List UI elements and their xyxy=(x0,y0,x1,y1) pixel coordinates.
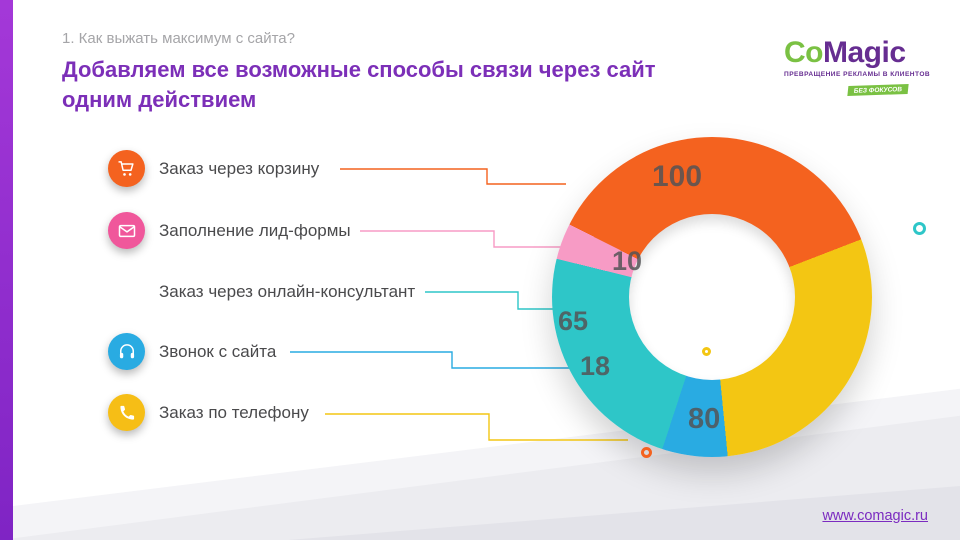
legend-item-phone-order: Заказ по телефону xyxy=(108,394,309,431)
logo-part-magic: Magic xyxy=(823,36,906,69)
comagic-logo: CoMagic ПРЕВРАЩЕНИЕ РЕКЛАМЫ В КЛИЕНТОВ Б… xyxy=(784,38,934,96)
footer-url-link[interactable]: www.comagic.ru xyxy=(822,508,928,524)
legend-label: Заказ по телефону xyxy=(159,402,309,422)
chart-value-leadform: 10 xyxy=(612,246,643,276)
cart-icon xyxy=(108,150,145,187)
headset-icon xyxy=(108,333,145,370)
chart-value-consultant: 65 xyxy=(558,306,589,336)
chart-value-site-call: 18 xyxy=(580,351,611,381)
left-accent-bar xyxy=(0,0,13,540)
decor-dot-orange xyxy=(641,447,652,458)
chart-value-phone: 80 xyxy=(688,403,721,435)
envelope-icon xyxy=(108,212,145,249)
legend-label: Заказ через онлайн-консультант xyxy=(159,282,416,301)
logo-part-co: Co xyxy=(784,36,824,69)
page-title: Добавляем все возможные способы связи че… xyxy=(62,57,656,113)
legend-label: Заполнение лид-формы xyxy=(159,220,351,240)
leader-line-cart xyxy=(340,168,566,185)
chart-value-cart: 100 xyxy=(652,160,703,193)
decor-dot-yellow xyxy=(702,347,711,356)
logo-badge: БЕЗ ФОКУСОВ xyxy=(847,83,909,96)
leader-line-site-call xyxy=(290,351,578,369)
legend-item-cart: Заказ через корзину xyxy=(108,150,319,187)
phone-icon xyxy=(108,394,145,431)
legend-item-online-consultant: Заказ через онлайн-консультант xyxy=(108,282,415,302)
decor-dot-teal xyxy=(913,222,926,235)
donut-chart-hole xyxy=(629,214,795,380)
legend-item-leadform: Заполнение лид-формы xyxy=(108,212,351,249)
legend-label: Звонок с сайта xyxy=(159,341,277,361)
logo-tagline: ПРЕВРАЩЕНИЕ РЕКЛАМЫ В КЛИЕНТОВ xyxy=(784,71,931,78)
legend-item-site-call: Звонок с сайта xyxy=(108,333,276,370)
legend-label: Заказ через корзину xyxy=(159,158,320,178)
section-kicker: 1. Как выжать максимум с сайта? xyxy=(62,30,295,47)
leader-line-leadform xyxy=(360,230,583,248)
logo-wordmark: CoMagic xyxy=(784,38,934,68)
leader-line-consultant xyxy=(425,291,557,310)
